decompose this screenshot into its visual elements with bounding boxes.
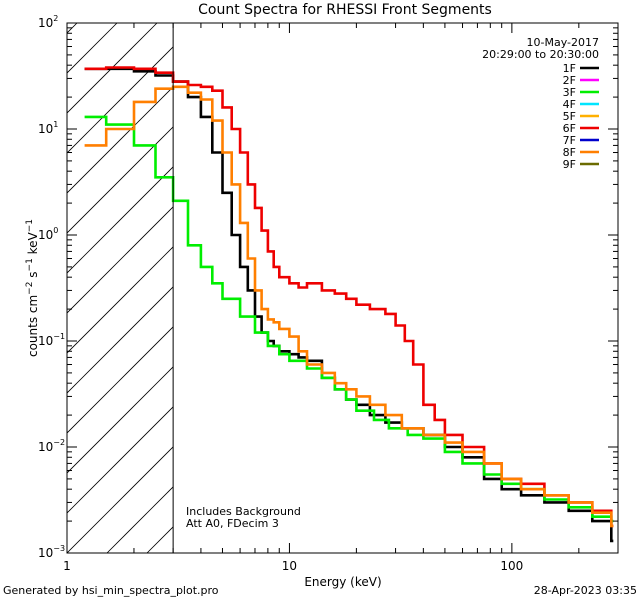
hatch-line — [67, 23, 158, 114]
observation-time-range: 20:29:00 to 20:30:00 — [482, 48, 599, 61]
legend-label-6F: 6F — [563, 122, 576, 135]
legend-label-2F: 2F — [563, 74, 576, 87]
series-line-1F — [84, 67, 614, 543]
hatch-line — [106, 486, 174, 553]
hatch-line — [67, 286, 174, 394]
series-line-3F — [84, 115, 614, 523]
hatch-line — [67, 46, 174, 154]
legend-label-7F: 7F — [563, 134, 576, 147]
series-group — [84, 66, 614, 543]
y-tick-label: 101 — [38, 120, 58, 136]
hatch-line — [67, 23, 78, 34]
legend-label-3F: 3F — [563, 86, 576, 99]
x-tick-labels: 1 10 100 — [63, 559, 523, 573]
x-axis-label: Energy (keV) — [304, 575, 381, 589]
y-tick-label: 100 — [38, 226, 58, 242]
y-axis-label-exp1: −2 — [25, 282, 35, 295]
y-tick-label: 10−1 — [38, 332, 65, 348]
legend-label-1F: 1F — [563, 62, 576, 75]
y-tick-label: 10−2 — [38, 438, 65, 454]
y-tick-label: 102 — [38, 14, 58, 30]
y-axis-label-mid2: keV — [26, 231, 40, 258]
hatch-line — [67, 406, 174, 514]
hatch-line — [67, 23, 118, 74]
annotation-background: Includes Background — [186, 505, 301, 518]
plot-frame — [66, 22, 619, 554]
annotation-attenuator: Att A0, FDecim 3 — [186, 517, 279, 530]
hatch-line — [67, 446, 174, 553]
legend-label-9F: 9F — [563, 158, 576, 171]
y-axis-label: counts cm−2 s−1 keV−1 — [25, 219, 40, 357]
legend-label-8F: 8F — [563, 146, 576, 159]
footer-generated-by: Generated by hsi_min_spectra_plot.pro — [3, 584, 219, 597]
y-axis-label-exp3: −1 — [25, 219, 35, 232]
y-tick-label: 10−3 — [38, 544, 65, 560]
hatch-line — [67, 326, 174, 434]
y-axis-label-exp2: −1 — [25, 258, 35, 271]
y-axis-label-mid1: s — [26, 271, 40, 281]
y-axis-label-base: counts cm — [26, 295, 40, 357]
y-tick-labels: 10−3 10−2 10−1 100 101 102 — [38, 14, 65, 560]
x-tick-label: 100 — [500, 559, 523, 573]
hatched-region — [67, 23, 640, 553]
hatch-line — [227, 23, 640, 553]
x-tick-label: 10 — [282, 559, 297, 573]
observation-date: 10-May-2017 — [527, 36, 599, 49]
series-line-8F — [84, 85, 614, 528]
hatch-line — [67, 86, 174, 194]
footer-timestamp: 28-Apr-2023 03:35 — [534, 584, 637, 597]
legend-label-5F: 5F — [563, 110, 576, 123]
axis-ticks — [66, 22, 619, 554]
hatch-line — [67, 246, 174, 354]
hatch-line — [67, 206, 174, 314]
legend-label-4F: 4F — [563, 98, 576, 111]
hatch-line — [67, 366, 174, 474]
chart-title: Count Spectra for RHESSI Front Segments — [198, 2, 492, 18]
x-tick-label: 1 — [63, 559, 71, 573]
hatch-line — [67, 166, 174, 274]
